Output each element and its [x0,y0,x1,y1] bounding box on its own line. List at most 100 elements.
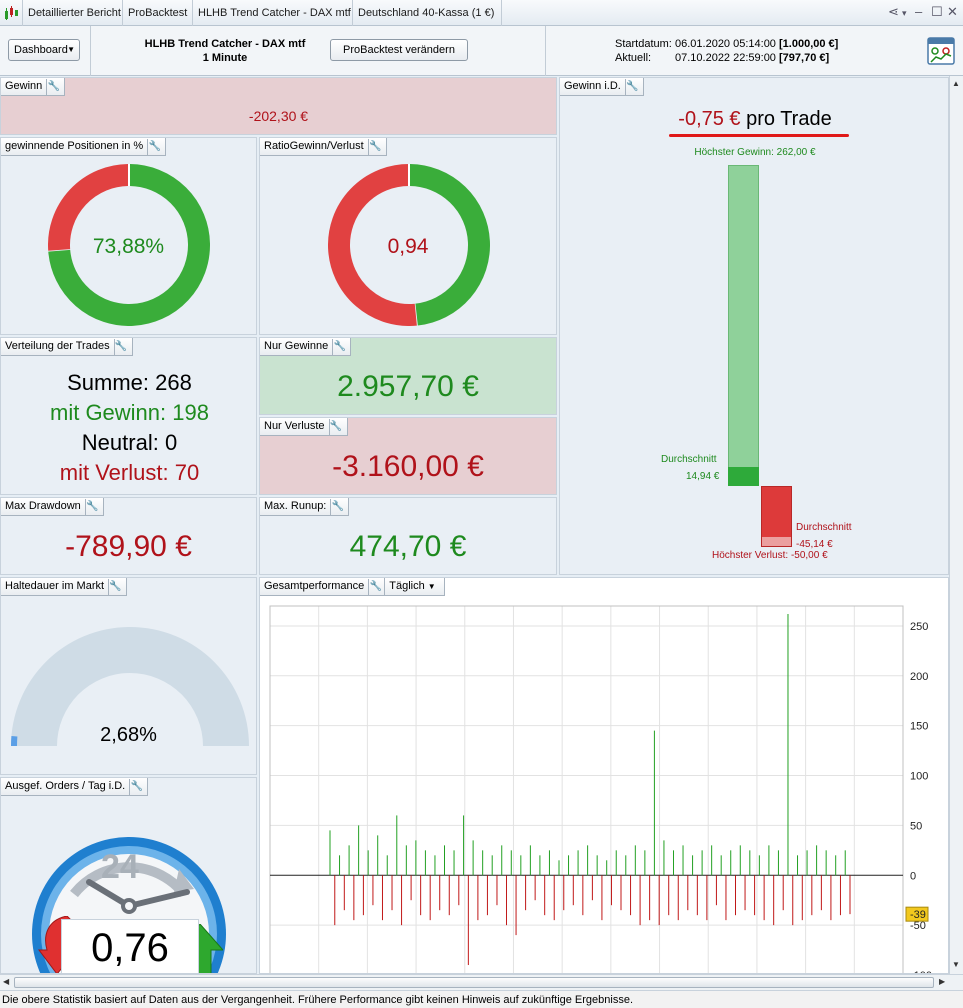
panel-title: Gewinn i.D. 🔧 [560,78,644,96]
sum-label: Summe: [67,370,150,395]
last-value-marker [905,906,929,922]
panel-title: Nur Gewinne 🔧 [260,338,352,356]
current-date-value: 07.10.2022 22:59:00 [675,52,776,64]
tab-instrument[interactable]: Deutschland 40-Kassa (1 €) [352,0,502,26]
period-dropdown[interactable]: Täglich ▼ [384,578,439,595]
y-tick-label: -50 [910,920,926,932]
panel-gain-id: Gewinn i.D. 🔧 -0,75 € pro Trade Höchster … [559,77,949,575]
wrench-icon[interactable]: 🔧 [328,419,343,435]
scroll-up-icon[interactable]: ▲ [952,79,960,88]
y-tick-label: 200 [910,671,928,683]
vertical-scrollbar[interactable]: ▲ ▼ [949,76,963,974]
panel-gewinn: Gewinn 🔧 -202,30 € [0,77,557,135]
sum-value: 268 [155,370,192,395]
per-trade-underline [669,134,849,137]
wrench-icon[interactable]: 🔧 [367,139,382,155]
modify-probacktest-button[interactable]: ProBacktest verändern [330,39,468,61]
panel-title: Gesamtperformance 🔧 Täglich ▼ [260,578,445,596]
wrench-icon[interactable]: 🔧 [129,779,143,795]
donut-negative-segment [48,164,130,251]
wrench-icon[interactable]: 🔧 [330,499,344,515]
panel-title-label: Gewinn i.D. [564,80,621,92]
plot-frame [269,605,904,973]
report-settings-icon[interactable] [926,36,956,66]
win-label: mit Gewinn: [50,400,167,425]
status-bar: Die obere Statistik basiert auf Daten au… [0,990,963,1008]
tab-detailed-report[interactable]: Detaillierter Bericht [22,0,122,26]
wrench-icon[interactable]: 🔧 [147,139,161,155]
panel-holding-time: Haltedauer im Markt 🔧 2,68% [0,577,257,775]
sum-row: Summe: 268 [1,368,256,398]
max-loss-value: -50,00 € [790,550,828,561]
panel-max-drawdown: Max Drawdown 🔧 -789,90 € [0,497,257,575]
donut-negative-segment [328,164,417,326]
avg-gain-value: 14,94 € [686,471,720,482]
start-date-label: Startdatum: [615,38,672,50]
maximize-icon[interactable]: ☐ [931,4,943,19]
last-value-marker-label: -39 [910,909,926,921]
per-trade-label: pro Trade [746,108,832,130]
panel-title-label: Max Drawdown [5,500,81,512]
panel-title-label: Verteilung der Trades [5,340,110,352]
tab-strategy[interactable]: HLHB Trend Catcher - DAX mtf [192,0,352,26]
panel-title: Gewinn 🔧 [1,78,66,96]
dashboard-dropdown[interactable]: Dashboard ▼ [8,39,80,61]
share-icon[interactable]: ⋖ [888,4,899,19]
scroll-right-icon[interactable]: ▶ [939,977,946,986]
wrench-icon[interactable]: 🔧 [113,339,128,355]
panel-winning-positions: gewinnende Positionen in % 🔧 73,88% [0,137,257,335]
panel-title-label: Nur Verluste [264,420,325,432]
avg-gain-label: Durchschnitt [661,454,717,465]
per-trade: -0,75 € pro Trade [560,108,948,131]
panel-title-label: Ausgef. Orders / Tag i.D. [5,780,126,792]
scroll-left-icon[interactable]: ◀ [3,977,10,986]
strategy-title: HLHB Trend Catcher - DAX mtf 1 Minute [145,37,306,65]
wrench-icon[interactable]: 🔧 [624,79,639,95]
wrench-icon[interactable]: 🔧 [84,499,99,515]
panel-title-label: gewinnende Positionen in % [5,140,144,152]
loss-value: 70 [174,460,200,485]
close-icon[interactable]: ✕ [947,4,958,19]
title-bar: Detaillierter Bericht ProBacktest HLHB T… [0,0,963,26]
horizontal-scrollbar[interactable]: ◀ ▶ [0,974,963,990]
panel-max-runup: Max. Runup: 🔧 474,70 € [259,497,557,575]
strategy-name: HLHB Trend Catcher - DAX mtf [144,38,306,50]
gauge-fill [11,735,18,746]
y-tick-label: 250 [910,621,928,633]
holding-value: 2,68% [100,724,157,746]
share-menu-chevron-icon[interactable]: ▾ [902,8,907,18]
period-label: Täglich [389,580,425,592]
wrench-icon[interactable]: 🔧 [332,339,346,355]
max-drawdown-value: -789,90 € [65,530,192,563]
performance-chart: 250 200 150 100 50 0 -50 -100 -39 [269,605,932,973]
panel-title: Haltedauer im Markt 🔧 [1,578,128,596]
scroll-down-icon[interactable]: ▼ [952,960,960,969]
donut-positive-segment [48,164,210,326]
dial-number: 24 [101,848,139,886]
max-runup-value: 474,70 € [349,530,467,563]
win-value: 198 [172,400,209,425]
wrench-icon[interactable]: 🔧 [368,579,382,595]
panel-title-label: Haltedauer im Markt [5,580,105,592]
loss-label: mit Verlust: [59,460,169,485]
avg-gain-bar [728,467,759,486]
neutral-label: Neutral: [81,430,159,455]
current-amount: [797,70 €] [779,52,830,64]
panel-orders-per-day: Ausgef. Orders / Tag i.D. 🔧 24 0,76 [0,777,257,974]
y-tick-label: 150 [910,721,928,733]
timeframe: 1 Minute [202,52,248,64]
wrench-icon[interactable]: 🔧 [46,79,60,95]
holding-gauge [11,627,249,746]
winning-positions-value: 73,88% [92,235,165,258]
panel-title-label: Nur Gewinne [264,340,329,352]
donut-positive-segment [409,164,490,326]
avg-loss-bar [762,537,791,546]
wrench-icon[interactable]: 🔧 [108,579,122,595]
panel-title: Nur Verluste 🔧 [260,418,348,436]
separator [545,26,546,76]
gewinn-value: -202,30 € [248,108,309,124]
scroll-thumb[interactable] [14,977,934,988]
tab-probacktest[interactable]: ProBacktest [122,0,192,26]
max-loss-caption: Höchster Verlust: -50,00 € [712,550,828,561]
minimize-icon[interactable]: ‒ [915,4,923,19]
